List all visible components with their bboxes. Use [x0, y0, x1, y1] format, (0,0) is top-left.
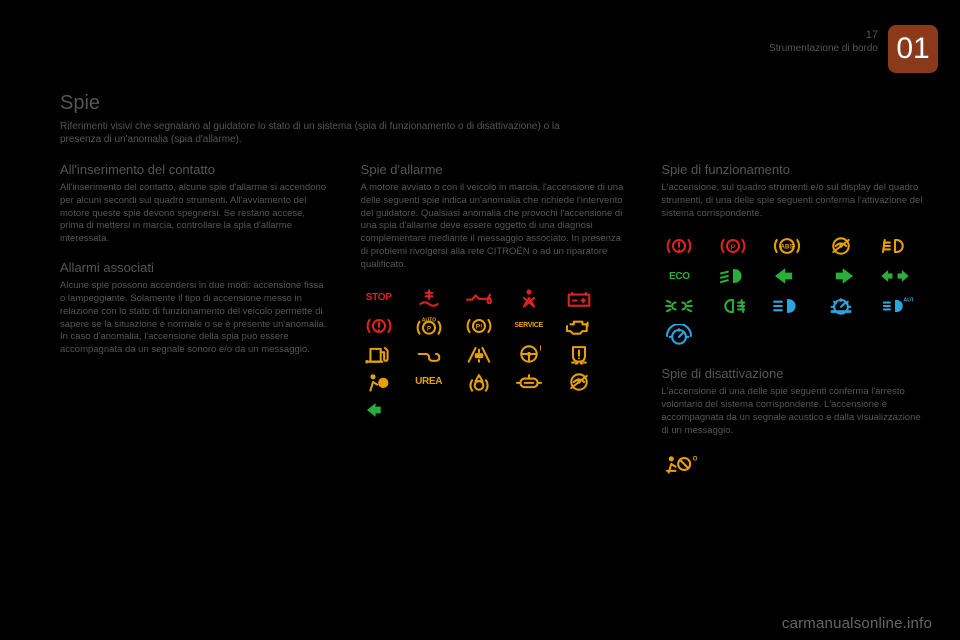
cruise-icon: [823, 294, 859, 318]
hazard-icon: [877, 264, 913, 288]
diesel-preheat-icon: [411, 342, 447, 366]
rear-fog-icon: [715, 294, 751, 318]
park-brake-icon: P: [715, 234, 751, 258]
stop-icon: STOP: [361, 286, 397, 310]
turn-green-icon: [361, 398, 397, 422]
side-lights-icon: [661, 294, 697, 318]
foot-brake-icon: [461, 370, 497, 394]
airbag-icon: [361, 370, 397, 394]
svg-text:ABS: ABS: [781, 245, 794, 251]
coolant-temp-icon: [411, 286, 447, 310]
brake-warn-icon: [661, 234, 697, 258]
col1-sec1-body: All'inserimento del contatto, alcune spi…: [60, 182, 329, 246]
col2-sec1-title: Spie d'allarme: [361, 162, 630, 177]
oil-pressure-icon: [461, 286, 497, 310]
auto-lights-icon: AUTO: [877, 294, 913, 318]
column-3: Spie di funzionamento L'accensione, sul …: [661, 158, 930, 476]
fuel-low-icon: [361, 342, 397, 366]
park-brake-fault-icon: P!: [461, 314, 497, 338]
autodiag-icon: [511, 370, 547, 394]
esp-off-icon: [561, 370, 597, 394]
svg-text:OFF: OFF: [693, 456, 697, 462]
svg-text:AUTO: AUTO: [904, 298, 913, 304]
col3-sec2-body: L'accensione di una delle spie seguenti …: [661, 386, 930, 437]
battery-icon: [561, 286, 597, 310]
power-steering-icon: !: [511, 342, 547, 366]
auto-hold-icon: AUTO P: [411, 314, 447, 338]
col1-sec2-title: Allarmi associati: [60, 260, 329, 275]
page-title: Spie: [60, 92, 930, 115]
col3-sec2-title: Spie di disattivazione: [661, 366, 930, 381]
lane-departure-icon: [461, 342, 497, 366]
function-icon-grid: P ABS ECO AUTO: [661, 234, 930, 348]
service-icon: SERVICE: [511, 314, 547, 338]
col1-sec2-body: Alcune spie possono accendersi in due mo…: [60, 280, 329, 357]
col3-sec1-title: Spie di funzionamento: [661, 162, 930, 177]
page-header: 17 Strumentazione di bordo: [769, 28, 878, 55]
tyre-pressure-icon: [561, 342, 597, 366]
col1-sec1-title: All'inserimento del contatto: [60, 162, 329, 177]
esp-icon: [823, 234, 859, 258]
svg-text:P: P: [731, 243, 736, 252]
right-turn-icon: [823, 264, 859, 288]
seatbelt-icon: [511, 286, 547, 310]
watermark: carmanualsonline.info: [782, 615, 932, 632]
page-content: Spie Riferimenti visivi che segnalano al…: [60, 92, 930, 630]
section-name: Strumentazione di bordo: [769, 42, 878, 55]
intro-text: Riferimenti visivi che segnalano al guid…: [60, 120, 580, 146]
chapter-badge: 01: [888, 25, 938, 73]
svg-text:P: P: [427, 326, 431, 332]
passenger-airbag-off-icon: OFF: [661, 452, 697, 476]
dipped-beam-icon: [715, 264, 751, 288]
front-fog-icon: [877, 234, 913, 258]
eco-icon: ECO: [661, 264, 697, 288]
alarm-icon-grid: STOP AUTO P P! SERVICE! UREA: [361, 286, 630, 422]
svg-text:P!: P!: [475, 323, 482, 330]
abs-icon: ABS: [769, 234, 805, 258]
column-2: Spie d'allarme A motore avviato o con il…: [361, 158, 630, 476]
speed-limit-icon: [661, 324, 697, 348]
column-1: All'inserimento del contatto All'inserim…: [60, 158, 329, 476]
svg-text:!: !: [539, 343, 542, 352]
svg-text:AUTO: AUTO: [421, 317, 435, 323]
main-beam-icon: [769, 294, 805, 318]
col2-sec1-body: A motore avviato o con il veicolo in mar…: [361, 182, 630, 272]
left-turn-icon: [769, 264, 805, 288]
deactivation-icon-grid: OFF: [661, 452, 930, 476]
brake-icon: [361, 314, 397, 338]
urea-icon: UREA: [411, 370, 447, 394]
page-number: 17: [769, 28, 878, 42]
col3-sec1-body: L'accensione, sul quadro strumenti e/o s…: [661, 182, 930, 220]
engine-fault-icon: [561, 314, 597, 338]
